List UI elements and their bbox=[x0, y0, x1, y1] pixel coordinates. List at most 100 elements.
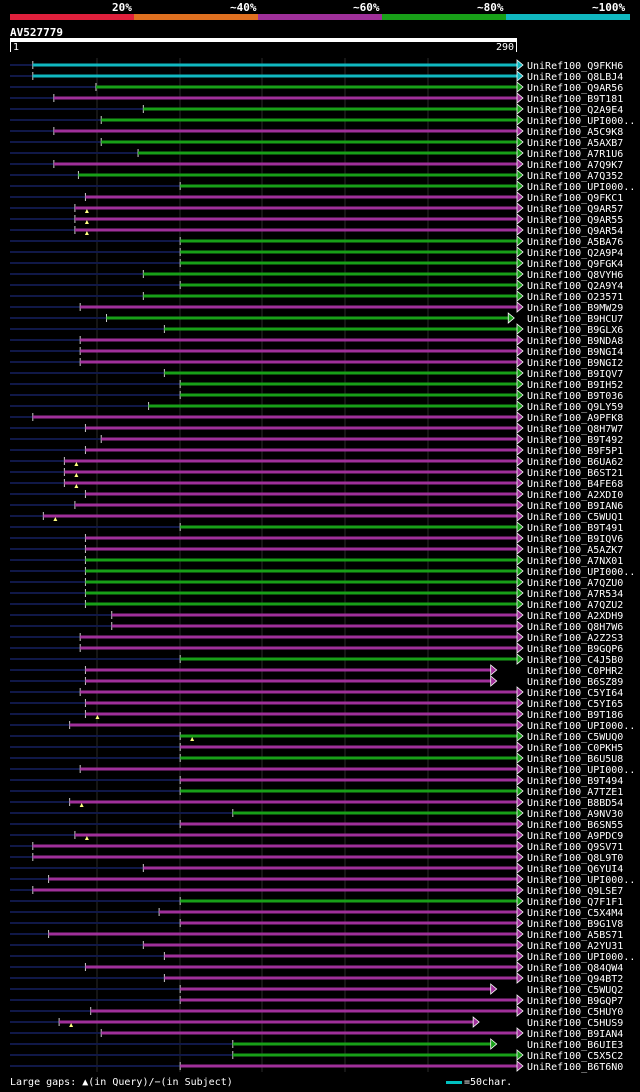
hit-label[interactable]: UniRef100_B9MW29 bbox=[527, 303, 623, 314]
hit-row[interactable]: UniRef100_B6U5U8 bbox=[10, 752, 623, 765]
hit-label[interactable]: UniRef100_C0PKH5 bbox=[527, 743, 623, 754]
hit-label[interactable]: UniRef100_Q8H7W7 bbox=[527, 424, 623, 435]
hit-label[interactable]: UniRef100_Q2A9E4 bbox=[527, 105, 623, 116]
hit-row[interactable]: UniRef100_C4J5B0 bbox=[10, 653, 623, 666]
hit-label[interactable]: UniRef100_B9NGI4 bbox=[527, 347, 623, 358]
hit-label[interactable]: UniRef100_C5X4M4 bbox=[527, 908, 623, 919]
hit-row[interactable]: UniRef100_B9MW29 bbox=[10, 301, 623, 314]
hit-row[interactable]: UniRef100_C5X5C2 bbox=[10, 1049, 623, 1062]
hit-label[interactable]: UniRef100_A9PFK8 bbox=[527, 413, 623, 424]
hit-label[interactable]: UniRef100_C4J5B0 bbox=[527, 655, 623, 666]
hit-row[interactable]: UniRef100_C0PKH5 bbox=[10, 741, 623, 754]
hit-label[interactable]: UniRef100_Q8H7W6 bbox=[527, 622, 623, 633]
hit-label[interactable]: UniRef100_A9NV30 bbox=[527, 809, 623, 820]
hit-row[interactable]: UniRef100_A7Q352 bbox=[10, 169, 623, 182]
hit-label[interactable]: UniRef100_A7TZE1 bbox=[527, 787, 623, 798]
hit-label[interactable]: UniRef100_C5WUQ0 bbox=[527, 732, 623, 743]
hit-label[interactable]: UniRef100_Q9AR57 bbox=[527, 204, 623, 215]
hit-label[interactable]: UniRef100_B9GQP6 bbox=[527, 644, 623, 655]
hit-row[interactable]: UniRef100_A7R534 bbox=[10, 587, 623, 600]
hit-row[interactable]: UniRef100_UPI000.. bbox=[10, 565, 635, 578]
hit-label[interactable]: UniRef100_A7R1U6 bbox=[527, 149, 623, 160]
hit-label[interactable]: UniRef100_B9NDA8 bbox=[527, 336, 623, 347]
hit-row[interactable]: UniRef100_B6SZ89 bbox=[10, 675, 623, 688]
hit-label[interactable]: UniRef100_B9F5P1 bbox=[527, 446, 623, 457]
hit-row[interactable]: UniRef100_B9T494 bbox=[10, 774, 623, 787]
hit-label[interactable]: UniRef100_Q9AR56 bbox=[527, 83, 623, 94]
hit-label[interactable]: UniRef100_B9T492 bbox=[527, 435, 623, 446]
hit-label[interactable]: UniRef100_B9T186 bbox=[527, 710, 623, 721]
hit-row[interactable]: UniRef100_Q9AR56 bbox=[10, 81, 623, 94]
hit-row[interactable]: UniRef100_Q8H7W6 bbox=[10, 620, 623, 633]
hit-row[interactable]: UniRef100_O23571 bbox=[10, 290, 623, 303]
hit-row[interactable]: UniRef100_Q2A9E4 bbox=[10, 103, 623, 116]
hit-row[interactable]: UniRef100_B9IAN4 bbox=[10, 1027, 623, 1040]
hit-row[interactable]: UniRef100_B6UA62 bbox=[10, 455, 623, 468]
hit-row[interactable]: UniRef100_B9GQP7 bbox=[10, 994, 623, 1007]
hit-row[interactable]: UniRef100_B9IQV7 bbox=[10, 367, 623, 380]
hit-row[interactable]: UniRef100_C5YI65 bbox=[10, 697, 623, 710]
hit-label[interactable]: UniRef100_A2Z2S3 bbox=[527, 633, 623, 644]
hit-label[interactable]: UniRef100_C5YI65 bbox=[527, 699, 623, 710]
hit-label[interactable]: UniRef100_Q9FGK4 bbox=[527, 259, 623, 270]
hit-row[interactable]: UniRef100_B6T6N0 bbox=[10, 1060, 623, 1073]
hit-label[interactable]: UniRef100_A7Q9K7 bbox=[527, 160, 623, 171]
hit-row[interactable]: UniRef100_B4FE68 bbox=[10, 477, 623, 490]
hit-row[interactable]: UniRef100_B9T036 bbox=[10, 389, 623, 402]
hit-row[interactable]: UniRef100_C5HUS9 bbox=[10, 1016, 623, 1029]
hit-row[interactable]: UniRef100_C5WUQ0 bbox=[10, 730, 623, 743]
hit-label[interactable]: UniRef100_Q94BT2 bbox=[527, 974, 623, 985]
hit-row[interactable]: UniRef100_B9HCU7 bbox=[10, 312, 623, 325]
hit-row[interactable]: UniRef100_Q9LSE7 bbox=[10, 884, 623, 897]
hit-label[interactable]: UniRef100_C5X5C2 bbox=[527, 1051, 623, 1062]
hit-label[interactable]: UniRef100_UPI000.. bbox=[527, 721, 635, 732]
hit-label[interactable]: UniRef100_O23571 bbox=[527, 292, 623, 303]
hit-row[interactable]: UniRef100_B9GQP6 bbox=[10, 642, 623, 655]
hit-row[interactable]: UniRef100_B6ST21 bbox=[10, 466, 623, 479]
hit-label[interactable]: UniRef100_B9T494 bbox=[527, 776, 623, 787]
hit-row[interactable]: UniRef100_C5YI64 bbox=[10, 686, 623, 699]
hit-row[interactable]: UniRef100_A9NV30 bbox=[10, 807, 623, 820]
hit-label[interactable]: UniRef100_B9T491 bbox=[527, 523, 623, 534]
hit-row[interactable]: UniRef100_Q8H7W7 bbox=[10, 422, 623, 435]
hit-label[interactable]: UniRef100_B8BD54 bbox=[527, 798, 623, 809]
hit-label[interactable]: UniRef100_B9T036 bbox=[527, 391, 623, 402]
hit-row[interactable]: UniRef100_B9T491 bbox=[10, 521, 623, 534]
hit-label[interactable]: UniRef100_UPI000.. bbox=[527, 567, 635, 578]
hit-row[interactable]: UniRef100_A5BS71 bbox=[10, 928, 623, 941]
hit-label[interactable]: UniRef100_A7QZU0 bbox=[527, 578, 623, 589]
hit-row[interactable]: UniRef100_A5BA76 bbox=[10, 235, 623, 248]
hit-row[interactable]: UniRef100_B6SN55 bbox=[10, 818, 623, 831]
hit-row[interactable]: UniRef100_B9NDA8 bbox=[10, 334, 623, 347]
hit-label[interactable]: UniRef100_B9G1V8 bbox=[527, 919, 623, 930]
hit-row[interactable]: UniRef100_Q8VYH6 bbox=[10, 268, 623, 281]
hit-row[interactable]: UniRef100_A9PFK8 bbox=[10, 411, 623, 424]
hit-row[interactable]: UniRef100_A7R1U6 bbox=[10, 147, 623, 160]
hit-row[interactable]: UniRef100_B9T492 bbox=[10, 433, 623, 446]
hit-label[interactable]: UniRef100_UPI000.. bbox=[527, 875, 635, 886]
hit-row[interactable]: UniRef100_Q9LY59 bbox=[10, 400, 623, 413]
hit-label[interactable]: UniRef100_UPI000.. bbox=[527, 116, 635, 127]
hit-label[interactable]: UniRef100_C5HUY0 bbox=[527, 1007, 623, 1018]
hit-row[interactable]: UniRef100_C5WUQ1 bbox=[10, 510, 623, 523]
hit-row[interactable]: UniRef100_UPI000.. bbox=[10, 950, 635, 963]
hit-label[interactable]: UniRef100_Q6YUI4 bbox=[527, 864, 623, 875]
hit-label[interactable]: UniRef100_UPI000.. bbox=[527, 182, 635, 193]
hit-row[interactable]: UniRef100_A2Z2S3 bbox=[10, 631, 623, 644]
hit-row[interactable]: UniRef100_C5WUQ2 bbox=[10, 983, 623, 996]
hit-label[interactable]: UniRef100_B9IQV6 bbox=[527, 534, 623, 545]
hit-label[interactable]: UniRef100_Q9FKH6 bbox=[527, 61, 623, 72]
hit-row[interactable]: UniRef100_UPI000.. bbox=[10, 180, 635, 193]
hit-row[interactable]: UniRef100_A7QZU0 bbox=[10, 576, 623, 589]
hit-row[interactable]: UniRef100_B9IH52 bbox=[10, 378, 623, 391]
hit-label[interactable]: UniRef100_Q8VYH6 bbox=[527, 270, 623, 281]
hit-label[interactable]: UniRef100_A5BS71 bbox=[527, 930, 623, 941]
hit-row[interactable]: UniRef100_A5C9K8 bbox=[10, 125, 623, 138]
hit-row[interactable]: UniRef100_UPI000.. bbox=[10, 114, 635, 127]
hit-row[interactable]: UniRef100_UPI000.. bbox=[10, 719, 635, 732]
hit-row[interactable]: UniRef100_Q6YUI4 bbox=[10, 862, 623, 875]
hit-label[interactable]: UniRef100_A7NX01 bbox=[527, 556, 623, 567]
hit-row[interactable]: UniRef100_B9IQV6 bbox=[10, 532, 623, 545]
hit-row[interactable]: UniRef100_Q2A9Y4 bbox=[10, 279, 623, 292]
hit-row[interactable]: UniRef100_A5AZK7 bbox=[10, 543, 623, 556]
